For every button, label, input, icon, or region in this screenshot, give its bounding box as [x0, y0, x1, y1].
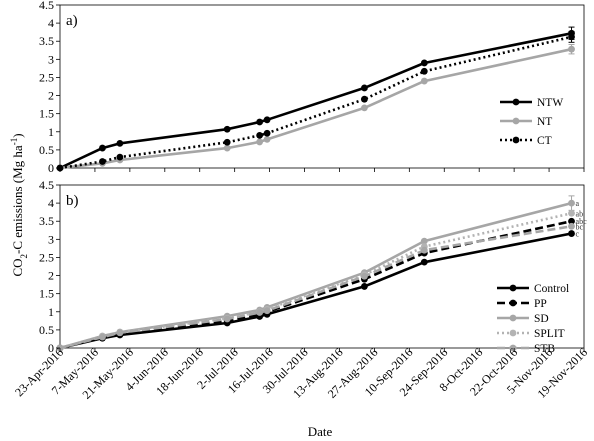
y-tick-label: 1.5	[39, 287, 54, 301]
data-point-nt	[256, 138, 264, 146]
panel-b-label: b)	[66, 193, 79, 209]
data-point-ntw	[361, 84, 368, 92]
legend-marker	[509, 344, 517, 352]
x-axis-ticks: 23-Apr-20167-May-201621-May-20164-Jun-20…	[12, 168, 590, 402]
series-line-sd	[59, 201, 572, 350]
y-axis-title-sub: 2	[19, 254, 29, 259]
data-point-sd	[568, 199, 575, 207]
data-point-nt	[223, 144, 231, 152]
series-line-split	[59, 212, 572, 350]
series-line-stb	[59, 225, 572, 350]
data-point-nt	[361, 104, 368, 112]
data-point-ct	[568, 33, 575, 41]
significance-label-pp: abc	[576, 217, 588, 226]
legend-label-nt: NT	[537, 116, 552, 128]
legend-marker	[509, 284, 517, 292]
y-tick-label: 2.5	[39, 250, 54, 264]
y-tick-label: 4	[48, 16, 54, 30]
y-tick-label: 3	[48, 232, 54, 246]
data-point-stb	[568, 222, 575, 230]
y-tick-label: 0.5	[39, 323, 54, 337]
legend-label-ct: CT	[537, 135, 552, 147]
legend-label-split: SPLIT	[534, 328, 565, 340]
data-point-stb	[99, 333, 106, 341]
data-point-ntw	[263, 116, 271, 124]
data-point-control	[568, 230, 575, 237]
data-point-nt	[568, 45, 575, 53]
y-tick-label: 1.5	[39, 107, 54, 121]
legend-label-stb: STB	[534, 343, 555, 355]
data-point-stb	[256, 309, 264, 316]
legend-marker	[509, 314, 517, 322]
panel-a-frame	[59, 4, 585, 169]
series-line-ntw	[59, 32, 572, 170]
data-point-ct	[99, 158, 106, 165]
legend-marker	[509, 299, 517, 307]
series-line-ct	[59, 35, 572, 170]
data-point-ct	[116, 153, 124, 161]
y-tick-label: 3.5	[39, 214, 54, 228]
panel-a-label: a)	[66, 13, 78, 29]
data-point-nt	[263, 135, 271, 143]
y-tick-label: 1	[48, 305, 54, 319]
y-axis-title-main: CO	[10, 258, 25, 276]
panel-a: 0 0.5 1 1.5 2 2.5 3 3.5 4 4.5 a) NTW NT CT	[39, 0, 585, 175]
data-point-ntw	[223, 125, 231, 133]
data-point-stb	[223, 315, 231, 323]
y-tick-label: 4	[48, 196, 54, 210]
y-tick-label: 0	[48, 161, 54, 175]
data-point-nt	[420, 77, 428, 85]
data-point-stb	[420, 246, 428, 254]
data-point-sd	[420, 237, 428, 245]
y-tick-label: 2	[48, 269, 54, 283]
data-point-ct	[263, 129, 271, 137]
data-point-ct	[361, 95, 368, 103]
data-point-stb	[263, 307, 271, 315]
y-axis-title: CO2-C emissions (Mg ha-1)	[9, 133, 29, 276]
data-point-ntw	[99, 144, 106, 152]
data-point-stb	[116, 329, 124, 337]
legend-marker	[509, 329, 517, 337]
y-tick-label: 2.5	[39, 70, 54, 84]
data-point-ct	[256, 132, 264, 139]
legend-marker	[512, 136, 520, 144]
significance-label-stb: bc	[576, 222, 584, 231]
data-point-pp	[568, 217, 575, 225]
data-point-control	[361, 283, 368, 290]
legend-marker	[512, 98, 520, 106]
series-line-nt	[59, 47, 572, 170]
data-point-ntw	[116, 139, 124, 147]
data-point-split	[568, 209, 575, 217]
significance-label-split: ab	[576, 209, 584, 218]
y-tick-label: 4.5	[39, 0, 54, 12]
y-tick-label: 1	[48, 125, 54, 139]
y-tick-label: 0.5	[39, 143, 54, 157]
data-point-stb	[361, 272, 368, 280]
x-axis-title: Date	[308, 424, 333, 439]
data-point-ntw	[256, 118, 264, 126]
y-tick-label: 4.5	[39, 178, 54, 192]
legend-marker	[512, 117, 520, 125]
data-point-ct	[223, 138, 231, 146]
panel-b: 0 0.5 1 1.5 2 2.5 3 3.5 4 4.5 b) Control PP SD SPLIT…	[39, 178, 587, 355]
y-tick-label: 0	[48, 341, 54, 355]
legend-label-sd: SD	[534, 313, 549, 325]
panel-b-frame	[59, 184, 585, 349]
y-tick-label: 3.5	[39, 34, 54, 48]
data-point-ct	[420, 67, 428, 75]
legend-label-pp: PP	[534, 298, 547, 310]
y-tick-label: 2	[48, 89, 54, 103]
significance-label-control: c	[576, 230, 580, 239]
significance-label-sd: a	[576, 199, 580, 208]
legend-label-ntw: NTW	[537, 97, 563, 109]
legend-label-control: Control	[534, 283, 569, 295]
y-axis-title-rest: -C emissions (Mg ha	[10, 145, 25, 254]
data-point-ntw	[420, 59, 428, 67]
y-axis-title-sup: -1	[9, 138, 19, 146]
data-point-control	[420, 258, 428, 266]
y-tick-label: 3	[48, 52, 54, 66]
y-axis-title-close: )	[10, 133, 25, 137]
svg-text:CO2-C emissions (Mg ha-1): CO2-C emissions (Mg ha-1)	[9, 133, 29, 276]
